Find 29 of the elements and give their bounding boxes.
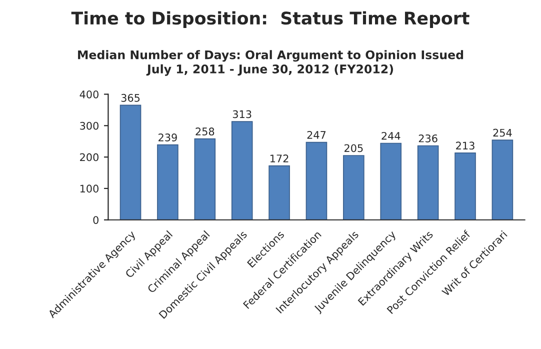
bar	[492, 140, 514, 220]
y-tick-label: 0	[93, 216, 98, 224]
y-tick-label: 100	[80, 184, 98, 193]
data-label: 365	[121, 94, 140, 102]
y-tick-label: 200	[80, 153, 98, 162]
bar	[343, 155, 364, 220]
data-label: 172	[270, 154, 288, 162]
data-label: 254	[493, 128, 512, 137]
data-label: 244	[382, 132, 400, 140]
bar	[380, 142, 402, 220]
chart-subtitle: Median Number of Days: Oral Argument to Opinion Issued July 1, 2011 - June 30, 2012 (FY2012)	[78, 50, 464, 76]
y-tick-label: 400	[80, 90, 98, 98]
bar	[157, 144, 178, 220]
data-label: 213	[456, 142, 474, 150]
bar	[120, 104, 142, 220]
chart-title: Time to Disposition: Status Time Report	[71, 11, 470, 28]
data-label: 313	[232, 110, 252, 118]
bar	[454, 152, 476, 220]
bar	[194, 138, 216, 220]
bar	[417, 145, 439, 220]
data-label: 236	[418, 134, 438, 142]
data-label: 258	[196, 128, 214, 136]
bar	[231, 121, 253, 220]
data-label: 247	[307, 131, 326, 139]
bar	[306, 142, 328, 220]
y-tick-label: 300	[80, 122, 98, 130]
data-label: 239	[158, 134, 177, 142]
bar	[268, 165, 290, 220]
data-label: 205	[344, 144, 363, 152]
